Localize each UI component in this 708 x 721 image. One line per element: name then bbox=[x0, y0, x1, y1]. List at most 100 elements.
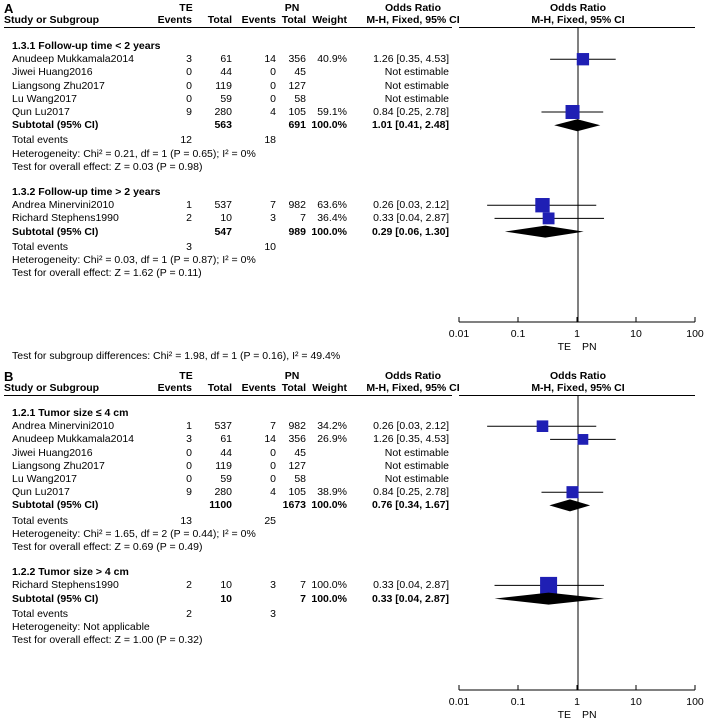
total-header-te: Total bbox=[207, 382, 232, 394]
te-total: 119 bbox=[215, 459, 232, 472]
te-events: 2 bbox=[186, 579, 192, 592]
group1-header: TE bbox=[179, 370, 193, 382]
plot-header-rule bbox=[459, 27, 695, 28]
total-events-pn: 25 bbox=[264, 514, 276, 527]
te-events: 3 bbox=[186, 53, 192, 66]
te-events: 0 bbox=[186, 473, 192, 485]
te-events: 2 bbox=[186, 212, 192, 225]
subtotal-or-ci: 1.01 [0.41, 2.48] bbox=[371, 119, 449, 132]
te-events: 0 bbox=[186, 66, 192, 79]
study-name: Qun Lu2017 bbox=[12, 106, 70, 118]
subtotal-or-ci: 0.76 [0.34, 1.67] bbox=[371, 499, 449, 512]
overall-effect-test: Test for overall effect: Z = 0.69 (P = 0… bbox=[12, 541, 203, 553]
te-total: 61 bbox=[220, 53, 232, 66]
study-name: Andrea Minervini2010 bbox=[12, 199, 115, 212]
total-events-pn: 18 bbox=[264, 134, 276, 147]
heterogeneity-stat: Heterogeneity: Chi² = 0.21, df = 1 (P = … bbox=[12, 147, 256, 160]
pn-total: 356 bbox=[288, 433, 306, 446]
pn-events: 4 bbox=[270, 106, 276, 118]
study-column-header: Study or Subgroup bbox=[4, 14, 100, 26]
pn-total: 7 bbox=[300, 579, 306, 592]
pn-events: 0 bbox=[270, 92, 276, 105]
pooled-effect-diamond bbox=[494, 592, 605, 605]
overall-effect-test: Test for overall effect: Z = 1.62 (P = 0… bbox=[12, 267, 202, 280]
study-or-ci: 0.26 [0.03, 2.12] bbox=[373, 420, 449, 433]
total-events-te: 3 bbox=[186, 240, 192, 253]
group2-header: PN bbox=[284, 2, 300, 14]
subgroup-title: 1.2.1 Tumor size ≤ 4 cm bbox=[12, 407, 129, 419]
x-axis-tick-label: 10 bbox=[630, 696, 642, 708]
favours-pn-label: PN bbox=[582, 341, 597, 353]
te-total: 59 bbox=[220, 92, 232, 105]
study-weight: 36.4% bbox=[317, 212, 347, 225]
study-or-ci: Not estimable bbox=[384, 459, 449, 472]
subtotal-te-total: 10 bbox=[220, 592, 232, 605]
x-axis-tick-label: 0.1 bbox=[510, 696, 526, 708]
weight-header: Weight bbox=[312, 382, 347, 394]
pn-events: 7 bbox=[270, 420, 276, 433]
subgroup-title: 1.3.2 Follow-up time > 2 years bbox=[12, 186, 161, 198]
pn-total: 58 bbox=[294, 473, 306, 485]
pn-total: 45 bbox=[294, 446, 306, 459]
or-method-header: M-H, Fixed, 95% CI bbox=[366, 14, 460, 26]
study-weight: 34.2% bbox=[317, 420, 347, 433]
te-events: 9 bbox=[186, 486, 192, 499]
pn-events: 0 bbox=[270, 473, 276, 485]
panel-label: B bbox=[4, 369, 14, 384]
total-events-label: Total events bbox=[12, 134, 69, 147]
or-column-title: Odds Ratio bbox=[384, 2, 441, 14]
plot-method-header: M-H, Fixed, 95% CI bbox=[531, 14, 625, 26]
study-name: Jiwei Huang2016 bbox=[12, 66, 93, 79]
overall-effect-test: Test for overall effect: Z = 0.03 (P = 0… bbox=[12, 160, 203, 173]
subtotal-weight: 100.0% bbox=[311, 499, 347, 512]
events-header-te: Events bbox=[157, 14, 192, 26]
study-name: Lu Wang2017 bbox=[12, 92, 77, 105]
study-or-ci: 0.33 [0.04, 2.87] bbox=[373, 212, 449, 225]
subtotal-label: Subtotal (95% CI) bbox=[12, 225, 99, 238]
overall-effect-test: Test for overall effect: Z = 1.00 (P = 0… bbox=[12, 634, 203, 647]
heterogeneity-stat: Heterogeneity: Not applicable bbox=[12, 621, 150, 633]
study-name: Anudeep Mukkamala2014 bbox=[12, 53, 135, 66]
study-or-ci: Not estimable bbox=[384, 446, 449, 459]
group2-header: PN bbox=[284, 370, 300, 382]
total-events-pn: 3 bbox=[270, 607, 276, 620]
heterogeneity-stat: Heterogeneity: Chi² = 0.03, df = 1 (P = … bbox=[12, 254, 256, 266]
pn-events: 0 bbox=[270, 446, 276, 459]
study-or-ci: Not estimable bbox=[384, 92, 449, 105]
study-or-ci: 0.26 [0.03, 2.12] bbox=[373, 199, 449, 212]
total-events-pn: 10 bbox=[264, 240, 276, 253]
te-total: 44 bbox=[220, 66, 232, 79]
study-or-ci: 0.84 [0.25, 2.78] bbox=[373, 106, 449, 118]
study-name: Lu Wang2017 bbox=[12, 473, 77, 485]
te-events: 0 bbox=[186, 446, 192, 459]
study-column-header: Study or Subgroup bbox=[4, 382, 100, 394]
te-total: 61 bbox=[220, 433, 232, 446]
study-name: Richard Stephens1990 bbox=[12, 579, 119, 592]
group1-header: TE bbox=[179, 2, 193, 14]
te-events: 0 bbox=[186, 92, 192, 105]
plot-header-rule bbox=[459, 395, 695, 396]
pn-total: 127 bbox=[288, 79, 306, 92]
pn-total: 105 bbox=[288, 486, 306, 499]
effect-size-marker bbox=[577, 434, 589, 445]
subtotal-label: Subtotal (95% CI) bbox=[12, 119, 99, 132]
effect-size-marker bbox=[540, 576, 558, 594]
pn-total: 982 bbox=[288, 420, 306, 433]
pn-events: 14 bbox=[264, 433, 276, 446]
panel-label: A bbox=[4, 1, 14, 16]
te-total: 537 bbox=[214, 420, 232, 433]
study-name: Qun Lu2017 bbox=[12, 486, 70, 499]
te-events: 9 bbox=[186, 106, 192, 118]
study-weight: 59.1% bbox=[317, 106, 347, 118]
study-weight: 38.9% bbox=[317, 486, 347, 499]
favours-te-label: TE bbox=[557, 341, 571, 353]
subgroup-title: 1.2.2 Tumor size > 4 cm bbox=[12, 566, 129, 579]
study-name: Jiwei Huang2016 bbox=[12, 446, 93, 459]
effect-size-marker bbox=[535, 198, 550, 213]
subtotal-te-total: 547 bbox=[214, 225, 232, 238]
total-header-pn: Total bbox=[281, 14, 306, 26]
study-weight: 63.6% bbox=[317, 199, 347, 212]
te-events: 1 bbox=[186, 199, 192, 212]
pn-events: 7 bbox=[270, 199, 276, 212]
